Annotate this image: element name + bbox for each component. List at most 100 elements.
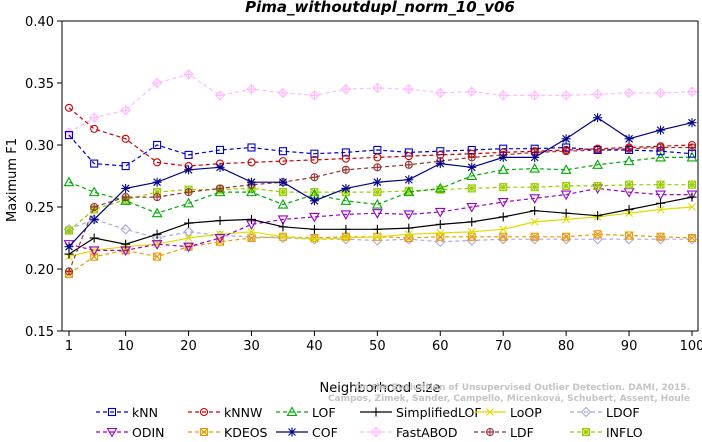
data-point xyxy=(183,242,195,253)
series-line-odin xyxy=(68,187,692,251)
y-tick-label: 0.25 xyxy=(25,201,54,216)
data-point xyxy=(562,145,571,155)
data-point xyxy=(530,232,539,241)
data-point xyxy=(624,204,634,214)
data-point xyxy=(121,239,131,249)
y-tick-label: 0.20 xyxy=(25,263,54,278)
legend-swatch xyxy=(276,406,308,417)
data-point xyxy=(152,229,162,239)
data-point xyxy=(64,131,74,140)
data-point xyxy=(530,144,539,153)
data-point xyxy=(309,224,319,234)
data-point xyxy=(687,192,697,202)
legend-item-ldof: LDOF xyxy=(570,402,650,422)
data-point xyxy=(63,176,75,187)
legend-label: LDF xyxy=(510,424,534,440)
data-point xyxy=(467,149,476,158)
data-point xyxy=(88,112,100,123)
data-point xyxy=(214,90,226,101)
data-point xyxy=(466,86,478,97)
data-point xyxy=(340,83,352,95)
data-point xyxy=(687,140,697,150)
y-axis-label: Maximum F1 xyxy=(5,138,20,222)
x-tick-label: 80 xyxy=(558,339,575,354)
legend-label: ODIN xyxy=(132,424,165,440)
data-point xyxy=(90,246,99,255)
data-point xyxy=(341,148,350,157)
plot-frame xyxy=(61,20,699,332)
data-point xyxy=(215,184,225,193)
watermark-line2: On the Evaluation of Unsupervised Outlie… xyxy=(354,383,690,393)
data-point xyxy=(184,188,193,197)
data-point xyxy=(436,232,445,241)
data-point xyxy=(655,151,666,162)
series-kdeos xyxy=(64,230,697,279)
x-tick-label: 30 xyxy=(243,339,260,354)
legend-swatch xyxy=(96,407,128,417)
data-point xyxy=(467,162,477,172)
data-point xyxy=(309,196,319,206)
data-point xyxy=(530,206,540,216)
legend-label: FastABOD xyxy=(396,424,458,440)
data-point xyxy=(309,90,320,101)
data-point xyxy=(562,215,571,224)
data-point xyxy=(434,182,446,193)
data-point xyxy=(530,183,539,192)
data-point xyxy=(593,181,602,190)
data-point xyxy=(277,87,289,99)
data-point xyxy=(499,225,508,234)
data-point xyxy=(89,233,99,243)
legend-swatch xyxy=(276,427,308,437)
data-point xyxy=(560,90,572,101)
x-tick-label: 70 xyxy=(495,339,512,354)
data-point xyxy=(247,143,256,152)
data-point xyxy=(89,214,99,224)
series-simplifiedlof xyxy=(64,192,697,259)
legend-item-inflo: INFLO xyxy=(570,422,650,442)
data-point xyxy=(404,160,413,169)
data-point xyxy=(184,218,194,228)
data-point xyxy=(373,188,382,197)
data-point xyxy=(656,205,665,214)
legend-label: LDOF xyxy=(606,404,640,420)
data-point xyxy=(593,211,603,221)
legend-item-fastabod: FastABOD xyxy=(360,422,474,442)
legend-item-kdeos: KDEOS xyxy=(188,422,276,442)
data-point xyxy=(656,125,666,135)
series-knnw xyxy=(64,103,697,171)
data-point xyxy=(88,186,100,197)
data-point xyxy=(404,230,413,239)
legend-item-loop: LoOP xyxy=(474,402,570,422)
data-point xyxy=(64,242,74,252)
data-point xyxy=(497,90,509,101)
data-point xyxy=(656,147,665,156)
data-point xyxy=(560,164,572,174)
data-point xyxy=(562,232,571,241)
data-point xyxy=(561,134,571,144)
data-point xyxy=(686,190,698,201)
data-point xyxy=(435,87,446,99)
data-point xyxy=(373,153,382,162)
series-loop xyxy=(65,203,696,261)
data-point xyxy=(499,232,508,241)
x-tick-label: 100 xyxy=(680,339,702,354)
data-point xyxy=(215,216,225,226)
data-point xyxy=(246,177,256,187)
data-point xyxy=(593,144,602,153)
data-point xyxy=(686,86,698,97)
chart-title: Pima_withoutdupl_norm_10_v06 xyxy=(245,0,515,16)
data-point xyxy=(64,267,74,276)
data-point xyxy=(310,149,319,158)
data-point xyxy=(341,224,351,234)
legend-label: LOF xyxy=(312,404,336,420)
data-point xyxy=(121,162,130,171)
legend-label: COF xyxy=(312,424,338,440)
legend-label: kNNW xyxy=(224,404,263,420)
data-point xyxy=(151,240,163,250)
data-point xyxy=(687,180,697,189)
data-point xyxy=(623,155,635,166)
data-point xyxy=(120,105,131,116)
data-point xyxy=(310,155,319,164)
data-point xyxy=(340,210,352,221)
